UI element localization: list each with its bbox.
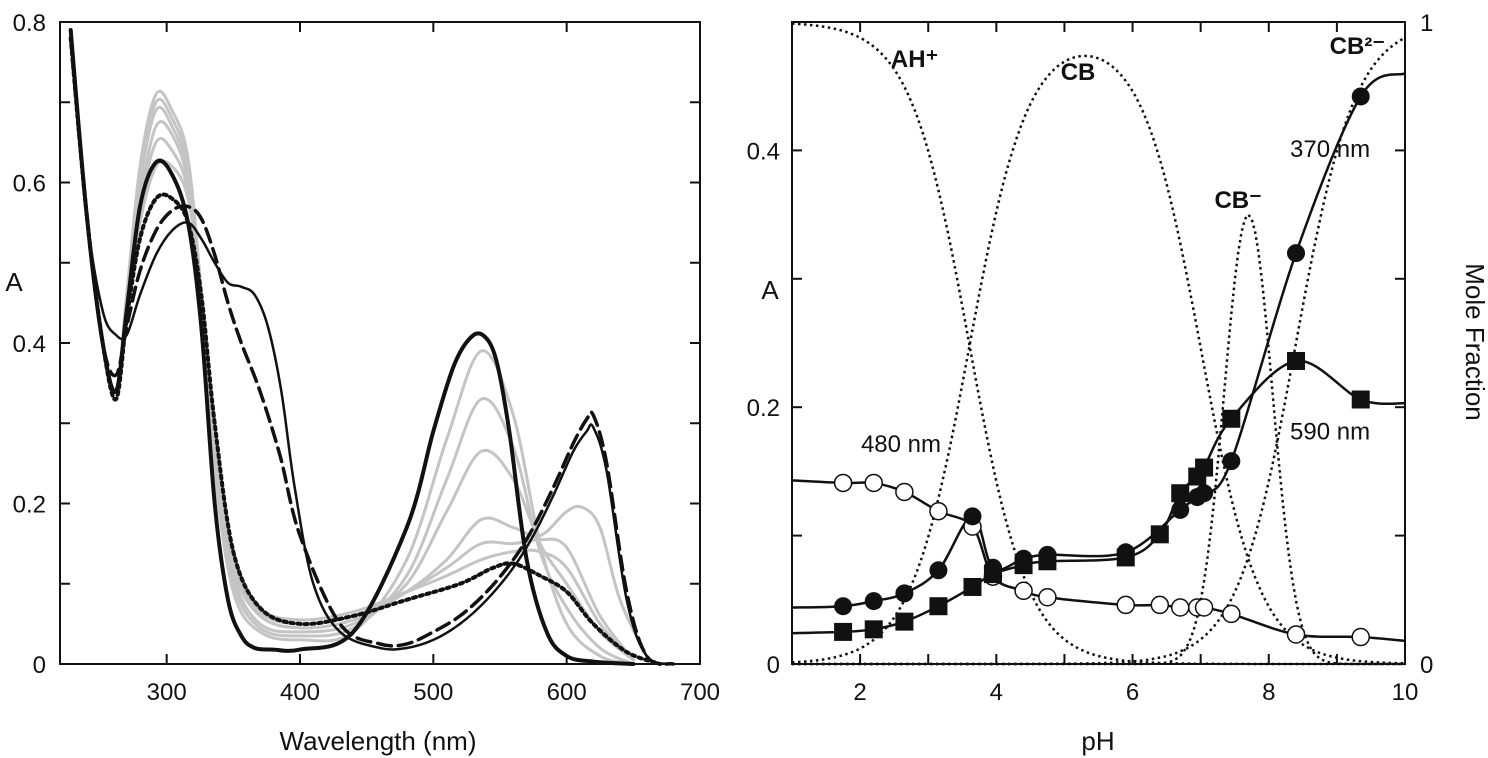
spectrum-line-dashed (68, 36, 676, 666)
data-point-370-nm (834, 597, 853, 616)
titration-series-group (791, 22, 1406, 666)
data-point-370-nm (1351, 87, 1370, 106)
data-point-480-nm (864, 473, 883, 493)
data-point-370-nm (1222, 452, 1241, 471)
right-y2-tick-label: 0 (1420, 652, 1433, 679)
right-x-tick-label: 10 (1392, 679, 1419, 706)
data-point-480-nm (1194, 598, 1214, 617)
right-x-tick-label: 2 (853, 679, 866, 706)
right-y2-axis-label: Mole Fraction (1460, 263, 1488, 421)
annotation-species: CB (1061, 59, 1096, 86)
data-point-480-nm (1351, 627, 1370, 647)
data-point-590-nm (983, 565, 1002, 584)
annotation-wavelength: 480 nm (861, 431, 941, 458)
data-point-590-nm (1351, 390, 1370, 409)
data-point-370-nm (895, 584, 914, 603)
data-point-480-nm (833, 473, 853, 493)
data-point-590-nm (834, 622, 853, 641)
data-point-590-nm (895, 612, 914, 631)
data-point-590-nm (1038, 552, 1057, 571)
left-axis-ticks: 300 400 500 600 700 0 0.2 0.4 0.6 0.8 (13, 10, 720, 706)
data-point-590-nm (1116, 548, 1135, 567)
data-point-480-nm (1150, 595, 1170, 615)
spectra-series-group (68, 28, 676, 666)
right-y2-tick-label: 1 (1420, 10, 1433, 37)
data-point-480-nm (1116, 595, 1135, 615)
fit-line-590-nm (791, 359, 1406, 635)
annotation-wavelength: 590 nm (1290, 418, 1370, 445)
right-y-tick-label: 0.2 (747, 395, 780, 422)
left-y-tick-label: 0.8 (13, 10, 46, 37)
data-point-590-nm (1195, 458, 1214, 477)
left-plot-frame (59, 21, 701, 665)
right-plot-frame (791, 21, 1406, 665)
data-point-590-nm (963, 577, 982, 596)
left-y-tick-label: 0 (33, 652, 46, 679)
left-y-axis-label: A (5, 267, 23, 297)
right-y-tick-label: 0.4 (747, 138, 780, 165)
left-x-tick-label: 500 (413, 679, 453, 706)
data-point-370-nm (1171, 500, 1190, 519)
mole-fraction-curve-cb (791, 54, 1406, 665)
data-point-480-nm (1286, 625, 1306, 644)
left-y-tick-label: 0.2 (13, 492, 46, 519)
data-point-590-nm (1222, 409, 1241, 428)
left-x-tick-label: 700 (680, 679, 720, 706)
right-x-axis-label: pH (1081, 726, 1114, 756)
spectrum-line-dotted (68, 36, 662, 666)
data-point-590-nm (864, 620, 883, 639)
data-point-590-nm (1287, 351, 1306, 370)
right-x-tick-label: 8 (1262, 679, 1275, 706)
left-x-axis-label: Wavelength (nm) (280, 726, 477, 756)
right-annotations: 480 nm 370 nm 590 nm AH⁺ CB CB⁻ CB²⁻ (861, 33, 1385, 458)
data-point-480-nm (895, 482, 914, 502)
annotation-species: CB⁻ (1214, 187, 1261, 214)
data-point-590-nm (1171, 484, 1190, 503)
mole-fraction-curve-cb- (792, 36, 1406, 666)
left-x-tick-label: 400 (280, 679, 320, 706)
data-point-370-nm (1195, 484, 1214, 503)
left-x-tick-label: 300 (147, 679, 187, 706)
left-y-tick-label: 0.6 (13, 171, 46, 198)
annotation-species: AH⁺ (891, 46, 938, 73)
absorption-spectra-panel: 300 400 500 600 700 0 0.2 0.4 0.6 0.8 Wavelength … (5, 10, 720, 756)
data-point-370-nm (864, 592, 883, 611)
right-y-axis-label: A (761, 275, 779, 305)
data-point-590-nm (1014, 556, 1033, 575)
annotation-species: CB²⁻ (1330, 33, 1385, 60)
right-x-tick-label: 4 (990, 679, 1003, 706)
annotation-wavelength: 370 nm (1290, 136, 1370, 163)
mole-fraction-curve-ah- (791, 22, 1405, 666)
data-point-590-nm (1150, 525, 1169, 544)
right-y-tick-label: 0 (767, 652, 780, 679)
left-y-tick-label: 0.4 (13, 331, 46, 358)
data-point-480-nm (1038, 587, 1057, 607)
data-point-480-nm (1014, 581, 1033, 601)
spectrum-line-solid-370-band- (69, 28, 675, 666)
spectrum-line-gray-titration-4 (69, 36, 649, 658)
data-point-480-nm (1170, 598, 1190, 617)
data-point-590-nm (929, 597, 948, 616)
data-point-480-nm (1222, 604, 1241, 624)
data-point-370-nm (963, 507, 982, 526)
left-x-tick-label: 600 (547, 679, 587, 706)
data-point-480-nm (929, 501, 948, 521)
data-point-370-nm (929, 561, 948, 580)
right-x-tick-label: 6 (1126, 679, 1139, 706)
data-point-370-nm (1287, 244, 1306, 263)
